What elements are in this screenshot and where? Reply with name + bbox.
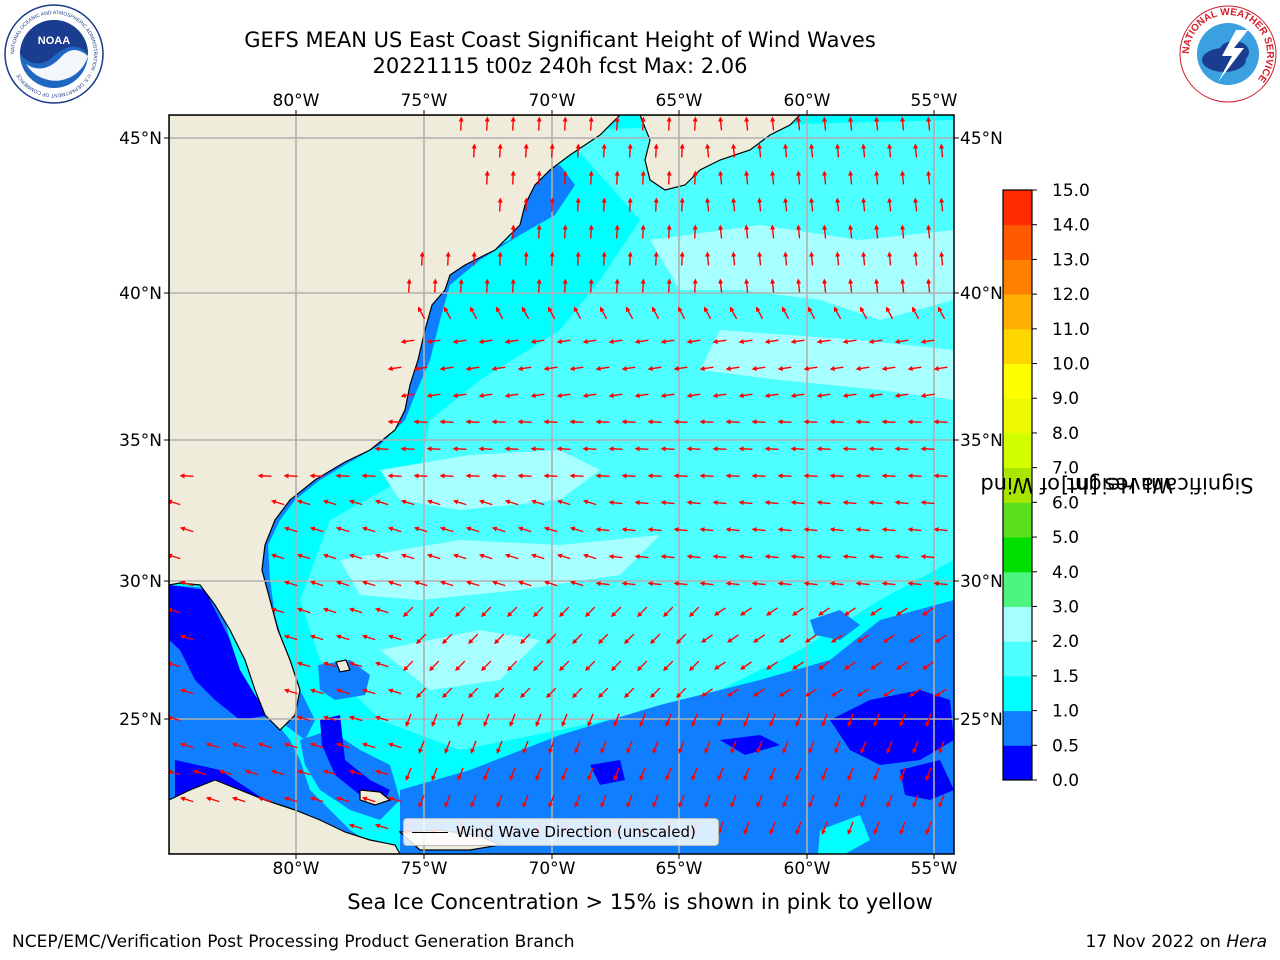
lon-label-bottom: 55°W (911, 859, 958, 879)
lon-label-top: 75°W (401, 91, 448, 111)
colorbar-segment (1003, 641, 1032, 677)
lon-label-bottom: 75°W (401, 859, 448, 879)
lon-label-bottom: 60°W (784, 859, 831, 879)
lat-label-right: 35°N (960, 431, 1003, 451)
ocean-band-0-0.5 (590, 690, 954, 800)
colorbar-segment (1003, 328, 1032, 365)
noaa-logo-text: NOAA (38, 35, 70, 47)
colorbar-tick-label: 5.0 (1052, 528, 1079, 548)
colorbar-tick-label: 15.0 (1052, 181, 1090, 201)
lat-label-right: 30°N (960, 572, 1003, 592)
colorbar-segment (1003, 190, 1032, 226)
lat-labels-right: 45°N 40°N 35°N 30°N 25°N (954, 129, 1003, 730)
colorbar-tick-label: 1.5 (1052, 667, 1079, 687)
lon-label-top: 55°W (911, 91, 958, 111)
colorbar-label-line2: Waves [m] (1060, 473, 1174, 497)
lon-label-top: 60°W (784, 91, 831, 111)
colorbar-tick-label: 0.0 (1052, 771, 1079, 791)
colorbar-segment (1003, 398, 1032, 434)
colorbar-tick-label: 4.0 (1052, 563, 1079, 583)
colorbar-segment (1003, 675, 1032, 712)
colorbar-tick-label: 6.0 (1052, 493, 1079, 513)
lon-label-top: 80°W (273, 91, 320, 111)
map-frame (168, 114, 955, 855)
footer-date: 17 Nov 2022 on Hera (1085, 932, 1267, 952)
colorbar-segment (1003, 294, 1032, 330)
lat-label-left: 45°N (119, 129, 162, 149)
colorbar-tick-label: 10.0 (1052, 355, 1090, 375)
lon-labels-bottom: 80°W 75°W 70°W 65°W 60°W 55°W (273, 854, 958, 879)
colorbar: 0.0 0.5 1.0 1.5 2.0 3.0 4.0 5.0 6.0 7.0 8.0 9.0 10.0… (1002, 181, 1090, 791)
colorbar-segment (1003, 224, 1032, 260)
lon-label-bottom: 80°W (273, 859, 320, 879)
colorbar-tick-label: 1.0 (1052, 702, 1079, 722)
ocean-band-0.5-1.0 (400, 600, 954, 854)
lon-labels-top: 80°W 75°W 70°W 65°W 60°W 55°W (273, 91, 958, 115)
nws-logo: NATIONAL WEATHER SERVICE (1179, 5, 1277, 103)
lat-label-right: 45°N (960, 129, 1003, 149)
map-area (169, 115, 954, 854)
sea-ice-caption: Sea Ice Concentration > 15% is shown in … (347, 890, 933, 914)
colorbar-segment (1003, 432, 1032, 469)
colorbar-segment (1003, 467, 1032, 503)
colorbar-segment (1003, 745, 1032, 781)
colorbar-tick-label: 7.0 (1052, 459, 1079, 479)
colorbar-segment (1003, 606, 1032, 642)
chart-subtitle: 20221115 t00z 240h fcst Max: 2.06 (372, 54, 748, 78)
footer-date-text: 17 Nov 2022 on (1085, 932, 1227, 952)
noaa-logo: NOAA NATIONAL OCEANIC AND ATMOSPHERIC AD… (4, 4, 104, 104)
legend-label: Wind Wave Direction (unscaled) (456, 823, 696, 841)
lat-labels-left: 45°N 40°N 35°N 30°N 25°N (119, 129, 169, 730)
lon-label-top: 70°W (529, 91, 576, 111)
wind-wave-arrows (169, 116, 948, 835)
lat-label-left: 25°N (119, 710, 162, 730)
colorbar-tick-label: 14.0 (1052, 216, 1090, 236)
lat-label-left: 40°N (119, 284, 162, 304)
colorbar-tick-label: 13.0 (1052, 250, 1090, 270)
lat-label-right: 40°N (960, 284, 1003, 304)
colorbar-segment (1003, 259, 1032, 295)
colorbar-segment (1003, 502, 1032, 538)
lat-label-left: 30°N (119, 572, 162, 592)
colorbar-tick-label: 2.0 (1052, 632, 1079, 652)
lon-label-bottom: 70°W (529, 859, 576, 879)
footer-machine: Hera (1226, 932, 1267, 952)
legend-line-swatch (412, 832, 448, 833)
lon-label-top: 65°W (656, 91, 703, 111)
lat-label-left: 35°N (119, 431, 162, 451)
lat-label-right: 25°N (960, 710, 1003, 730)
colorbar-tick-label: 9.0 (1052, 389, 1079, 409)
colorbar-tick-label: 12.0 (1052, 285, 1090, 305)
map-grid (169, 115, 954, 854)
colorbar-tick-label: 0.5 (1052, 736, 1079, 756)
footer-credit: NCEP/EMC/Verification Post Processing Pr… (12, 932, 575, 952)
colorbar-tick-label: 11.0 (1052, 320, 1090, 340)
colorbar-segment (1003, 571, 1032, 607)
lon-label-bottom: 65°W (656, 859, 703, 879)
colorbar-segment (1003, 363, 1032, 399)
colorbar-segment (1003, 537, 1032, 573)
colorbar-tick-label: 8.0 (1052, 424, 1079, 444)
colorbar-tick-label: 3.0 (1052, 597, 1079, 617)
colorbar-segment (1003, 710, 1032, 746)
map-legend: Wind Wave Direction (unscaled) (403, 818, 719, 846)
chart-title: GEFS MEAN US East Coast Significant Heig… (244, 28, 876, 52)
